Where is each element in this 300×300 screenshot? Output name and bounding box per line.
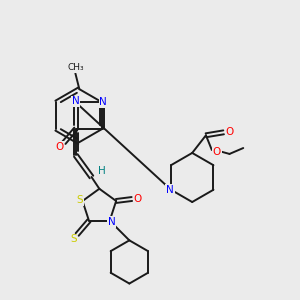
Text: N: N: [166, 185, 174, 195]
Text: O: O: [134, 194, 142, 204]
Text: CH₃: CH₃: [67, 63, 84, 72]
Text: S: S: [76, 195, 83, 205]
Text: O: O: [55, 142, 63, 152]
Text: O: O: [213, 147, 221, 157]
Text: N: N: [99, 98, 107, 107]
Text: N: N: [72, 96, 80, 106]
Text: S: S: [70, 234, 76, 244]
Text: N: N: [108, 217, 116, 227]
Text: O: O: [225, 127, 234, 137]
Text: H: H: [98, 166, 106, 176]
